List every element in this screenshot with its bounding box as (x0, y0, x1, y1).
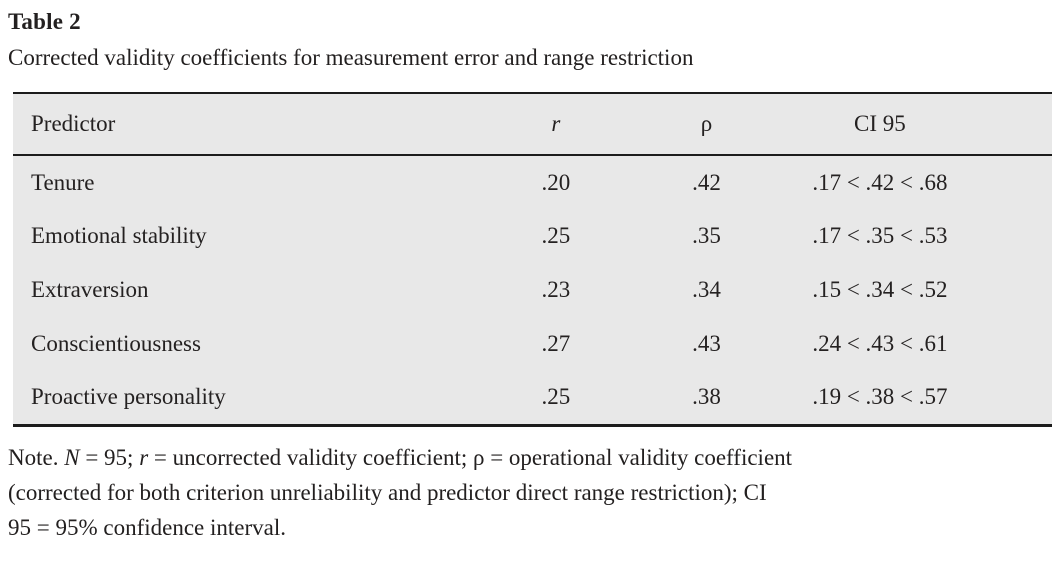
column-header-rho: ρ (631, 93, 782, 156)
cell-r: .20 (541, 169, 571, 195)
column-header-ci: CI 95 (781, 93, 1052, 156)
table-head: Predictor r ρ CI 95 (13, 93, 1052, 156)
header-row: Predictor r ρ CI 95 (13, 93, 1052, 156)
table-note: Note. N = 95; r = uncorrected validity c… (8, 440, 1054, 545)
validity-table: Predictor r ρ CI 95 Tenure .20 .42 .17 < .42 <… (13, 92, 1052, 427)
table-row: Proactive personality .25 .38 .19 < .38 < .… (13, 371, 1052, 425)
cell-predictor: Emotional stability (31, 223, 207, 248)
cell-ci: .24 < .43 < .61 (812, 331, 948, 356)
cell-ci: .17 < .35 < .53 (812, 223, 948, 248)
cell-r: .25 (541, 223, 571, 248)
cell-ci: .15 < .34 < .52 (812, 277, 948, 302)
cell-ci: .19 < .38 < .57 (812, 384, 948, 410)
note-line: 95 = 95% confidence interval. (8, 514, 287, 540)
column-header-r: r (480, 93, 632, 156)
table-row: Conscientiousness .27 .43 .24 < .43 < .61 (13, 317, 1052, 371)
cell-r: .25 (541, 384, 571, 410)
cell-ci: .17 < .42 < .68 (812, 169, 948, 195)
table-row: Tenure .20 .42 .17 < .42 < .68 (13, 155, 1052, 209)
cell-predictor: Proactive personality (31, 384, 226, 410)
table-caption: Corrected validity coefficients for meas… (8, 45, 694, 70)
table-label: Table 2 (8, 9, 81, 34)
cell-predictor: Conscientiousness (31, 331, 201, 356)
cell-predictor: Extraversion (31, 277, 149, 302)
page-root: Table 2 Corrected validity coefficients … (8, 9, 1054, 545)
table-row: Emotional stability .25 .35 .17 < .35 < .53 (13, 209, 1052, 263)
cell-rho: .34 (692, 277, 721, 302)
note-line: Note. N = 95; r = uncorrected validity c… (8, 444, 793, 470)
cell-rho: .43 (692, 331, 721, 356)
cell-predictor: Tenure (31, 169, 95, 195)
table-row: Extraversion .23 .34 .15 < .34 < .52 (13, 263, 1052, 317)
note-line: (corrected for both criterion unreliabil… (8, 479, 767, 505)
cell-r: .27 (541, 331, 571, 356)
cell-rho: .35 (692, 223, 721, 248)
cell-rho: .42 (692, 169, 721, 195)
table-body: Tenure .20 .42 .17 < .42 < .68 Emotional sta… (13, 155, 1052, 425)
cell-rho: .38 (692, 384, 721, 410)
cell-r: .23 (541, 277, 571, 302)
column-header-predictor: Predictor (13, 93, 481, 156)
